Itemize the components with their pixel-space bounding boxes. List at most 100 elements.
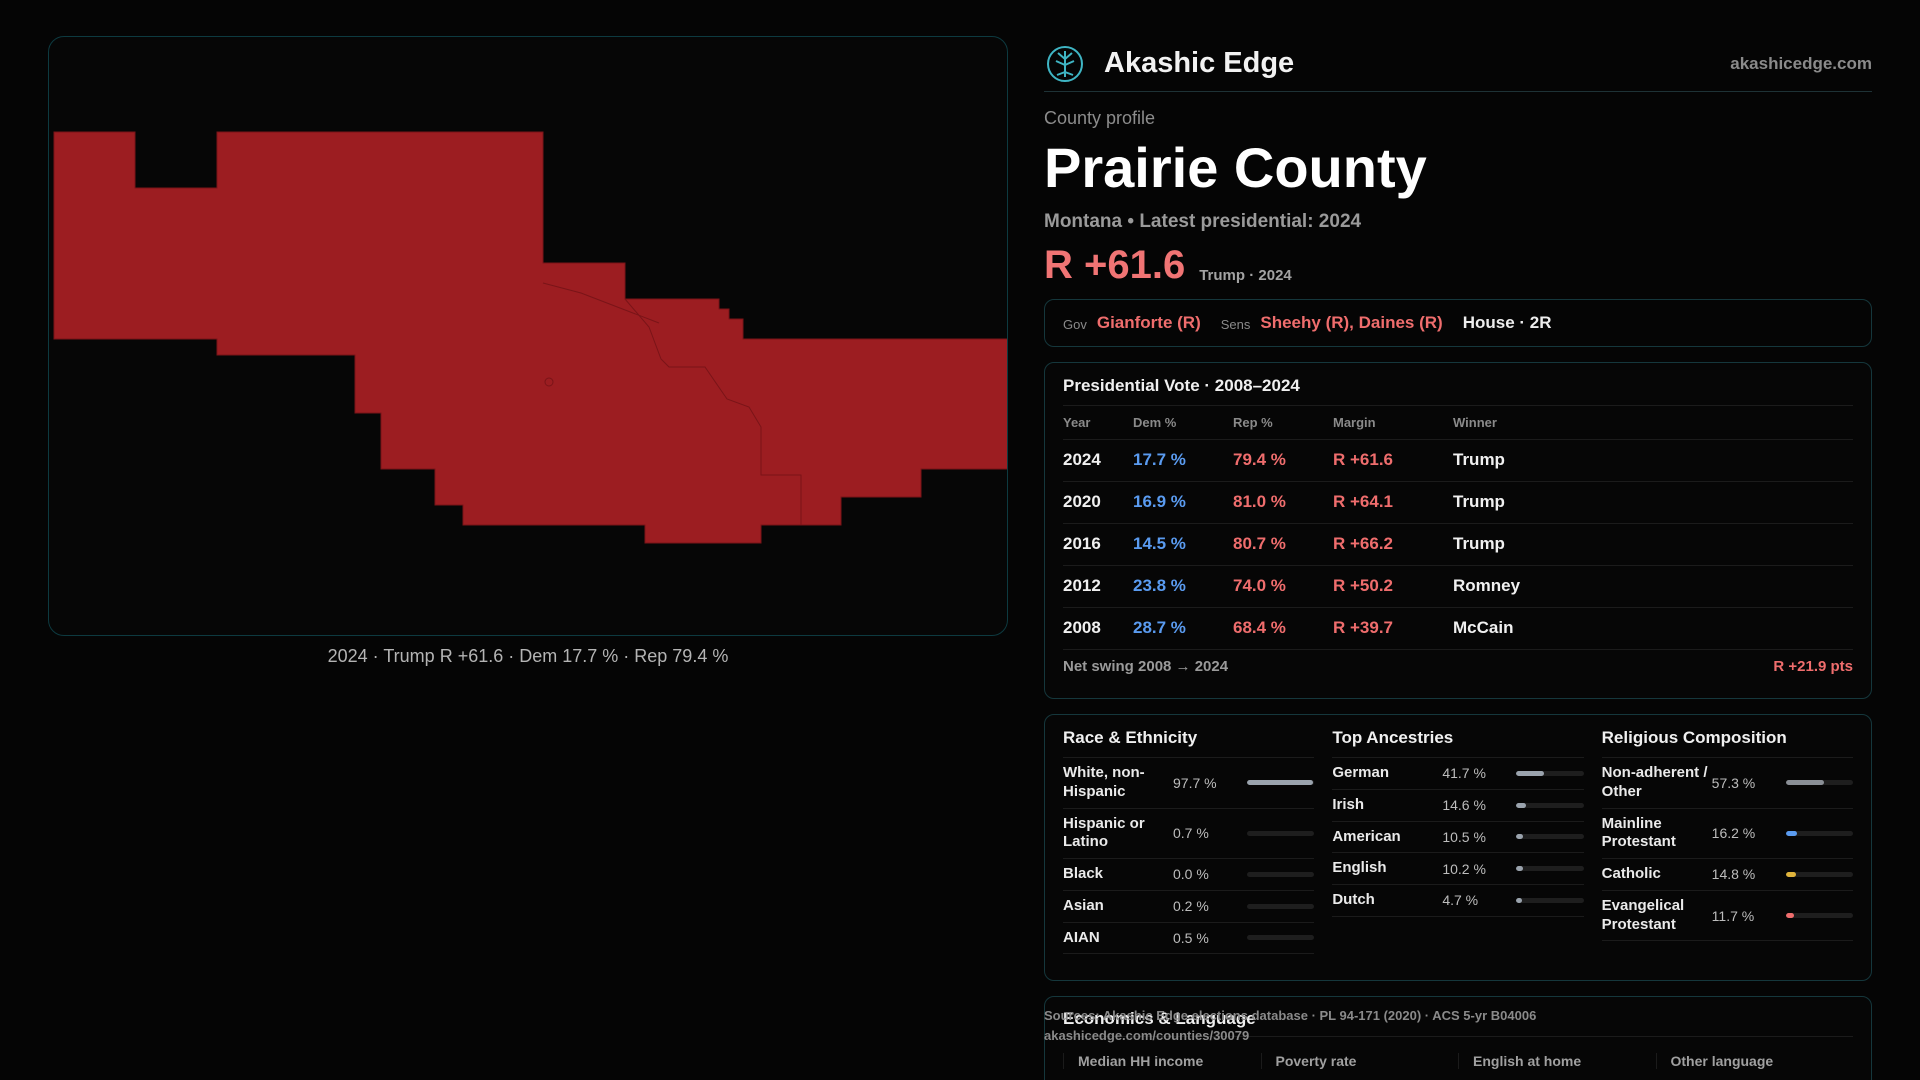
margin-cell: R +50.2: [1333, 565, 1453, 608]
net-swing-row: Net swing 2008 → 2024 R +21.9 pts: [1063, 658, 1853, 675]
margin-cell: R +61.6: [1333, 439, 1453, 482]
item-bar-fill: [1516, 834, 1524, 840]
item-name: AIAN: [1063, 928, 1100, 946]
item-name: English: [1332, 859, 1387, 877]
item-name: American: [1332, 827, 1401, 845]
column-header: Winner: [1453, 406, 1853, 440]
brand-bar: Akashic Edge akashicedge.com: [1044, 36, 1872, 92]
rep-cell: 68.4 %: [1233, 607, 1333, 650]
dem-cell: 17.7 %: [1133, 439, 1233, 482]
winner-cell: Trump: [1453, 439, 1853, 482]
item-bar-fill: [1785, 913, 1794, 918]
item-value: 14.6 %: [1442, 797, 1486, 814]
page-title: Prairie County: [1044, 136, 1427, 199]
table-row: 2008 28.7 % 68.4 % R +39.7 McCain: [1063, 607, 1853, 650]
county-shape[interactable]: [53, 131, 1008, 544]
column-header: Rep %: [1233, 406, 1333, 440]
economics-column-header: Other language: [1655, 1053, 1854, 1069]
margin-note: Trump · 2024: [1199, 266, 1292, 284]
rep-cell: 74.0 %: [1233, 565, 1333, 608]
list-item: Irish 14.6 %: [1332, 790, 1584, 822]
item-value: 10.2 %: [1442, 860, 1486, 877]
item-bar-track: [1247, 871, 1315, 877]
profile-header: Akashic Edge akashicedge.com County prof…: [1044, 36, 1872, 288]
item-bar-fill: [1516, 770, 1545, 776]
net-swing-value: R +21.9 pts: [1773, 658, 1853, 675]
presidential-vote-card: Presidential Vote · 2008–2024 Year Dem %…: [1044, 362, 1872, 699]
year-cell: 2012: [1063, 565, 1133, 608]
map-caption: 2024 · Trump R +61.6 · Dem 17.7 % · Rep …: [327, 646, 729, 666]
town-marker: [544, 377, 554, 387]
year-cell: 2016: [1063, 523, 1133, 566]
headline-margin: R +61.6 Trump · 2024: [1044, 243, 1872, 288]
item-name: Catholic: [1601, 865, 1661, 882]
list-item: Dutch 4.7 %: [1332, 885, 1584, 917]
sources-text: Sources: Akashic Edge elections database…: [1044, 1008, 1537, 1023]
ancestries-section: Top Ancestries German 41.7 % Irish 14.6 % Am…: [1332, 715, 1584, 980]
county-map-panel[interactable]: [48, 36, 1008, 636]
item-value: 0.7 %: [1173, 825, 1209, 842]
margin-cell: R +66.2: [1333, 523, 1453, 566]
list-item: Non-adherent / Other 57.3 %: [1601, 758, 1853, 809]
item-bar-track: [1516, 834, 1584, 840]
economics-card: Economics & Language Median HH income Po…: [1044, 996, 1872, 1080]
section-title: Economics & Language: [1063, 997, 1853, 1037]
dem-cell: 28.7 %: [1133, 607, 1233, 650]
subdivision-line: [542, 282, 660, 324]
economics-columns: Median HH income Poverty rate English at…: [1063, 1053, 1853, 1069]
column-header: Margin: [1333, 406, 1453, 440]
item-name: German: [1332, 764, 1390, 781]
item-name: Irish: [1332, 795, 1365, 813]
rep-cell: 80.7 %: [1233, 523, 1333, 566]
race-list: White, non-Hispanic 97.7 % Hispanic or Lat…: [1063, 758, 1315, 955]
item-bar-track: [1785, 913, 1853, 918]
item-value: 0.5 %: [1173, 929, 1209, 946]
item-bar-track: [1516, 802, 1584, 808]
item-name: Non-adherent / Other: [1601, 764, 1708, 800]
column-header: Year: [1063, 406, 1133, 440]
house-value: House · 2R: [1462, 313, 1552, 332]
page-subtitle: Montana • Latest presidential: 2024: [1044, 210, 1362, 232]
item-name: Black: [1063, 865, 1104, 882]
rep-cell: 79.4 %: [1233, 439, 1333, 482]
list-item: Mainline Protestant 16.2 %: [1601, 809, 1853, 859]
winner-cell: Romney: [1453, 565, 1853, 608]
subdivision-line: [624, 298, 802, 525]
item-bar-fill: [1516, 866, 1524, 872]
brand-name: Akashic Edge: [1104, 47, 1295, 79]
section-title: Race & Ethnicity: [1063, 715, 1315, 758]
item-bar-fill: [1516, 802, 1527, 808]
economics-column-header: English at home: [1458, 1053, 1656, 1069]
list-item: Black 0.0 %: [1063, 859, 1315, 891]
net-swing-label: Net swing 2008 → 2024: [1063, 658, 1229, 675]
tree-logo-icon[interactable]: [1046, 45, 1084, 83]
item-bar-fill: [1247, 780, 1313, 786]
item-value: 4.7 %: [1442, 892, 1479, 909]
ancestry-list: German 41.7 % Irish 14.6 % American 10.5 % Eng…: [1332, 758, 1584, 917]
economics-column-header: Median HH income: [1063, 1053, 1261, 1069]
religion-section: Religious Composition Non-adherent / Oth…: [1601, 715, 1853, 980]
item-value: 11.7 %: [1711, 907, 1755, 924]
item-bar-track: [1516, 897, 1584, 903]
page-kicker: County profile: [1044, 108, 1156, 128]
dem-cell: 14.5 %: [1133, 523, 1233, 566]
year-cell: 2008: [1063, 607, 1133, 650]
card-title: Presidential Vote · 2008–2024: [1063, 363, 1853, 406]
winner-cell: McCain: [1453, 607, 1853, 650]
gov-value: Gianforte (R): [1096, 313, 1201, 332]
item-bar-fill: [1785, 780, 1825, 786]
sources-link[interactable]: akashicedge.com/counties/30079: [1044, 1028, 1250, 1044]
item-value: 10.5 %: [1442, 828, 1486, 845]
item-name: Asian: [1063, 896, 1104, 914]
dem-cell: 16.9 %: [1133, 481, 1233, 524]
table-header-row: Year Dem % Rep % Margin Winner: [1063, 406, 1853, 440]
brand-url-link[interactable]: akashicedge.com: [1730, 53, 1872, 73]
item-value: 41.7 %: [1442, 765, 1486, 782]
item-bar-track: [1247, 780, 1315, 786]
item-value: 57.3 %: [1711, 774, 1756, 791]
margin-value: R +61.6: [1044, 242, 1186, 287]
sens-value: Sheehy (R), Daines (R): [1260, 313, 1443, 332]
list-item: AIAN 0.5 %: [1063, 923, 1315, 955]
table-row: 2024 17.7 % 79.4 % R +61.6 Trump: [1063, 439, 1853, 482]
item-value: 0.2 %: [1173, 898, 1209, 915]
